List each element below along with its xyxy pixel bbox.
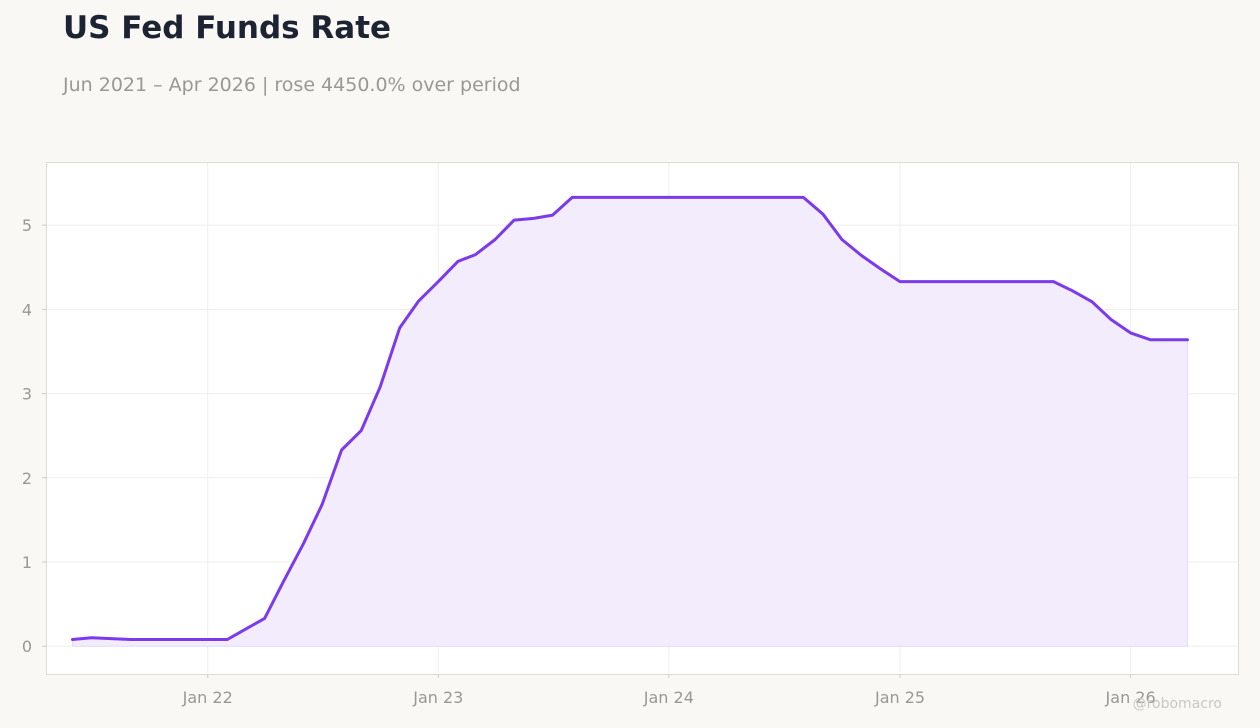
data-point bbox=[918, 280, 921, 283]
data-point bbox=[609, 196, 612, 199]
y-tick-label: 5 bbox=[22, 216, 32, 235]
data-point bbox=[512, 218, 516, 222]
data-point bbox=[129, 638, 132, 641]
data-point bbox=[1129, 331, 1132, 335]
data-point bbox=[474, 253, 477, 256]
data-point bbox=[1013, 280, 1016, 283]
data-point bbox=[782, 196, 785, 199]
data-point bbox=[1090, 300, 1094, 303]
x-tick-label: Jan 25 bbox=[874, 688, 925, 707]
data-point bbox=[821, 213, 825, 216]
data-point bbox=[725, 196, 728, 199]
y-tick-label: 1 bbox=[22, 553, 32, 572]
data-point bbox=[974, 280, 977, 283]
x-tick-label: Jan 24 bbox=[643, 688, 694, 707]
data-point bbox=[282, 580, 285, 583]
data-point bbox=[379, 385, 382, 388]
data-point bbox=[186, 638, 190, 641]
data-point bbox=[571, 196, 574, 199]
chart-title: US Fed Funds Rate bbox=[63, 10, 392, 46]
data-point bbox=[936, 280, 939, 283]
data-point bbox=[532, 217, 535, 220]
y-tick-label: 3 bbox=[22, 385, 32, 404]
data-point bbox=[226, 638, 229, 641]
data-point bbox=[398, 326, 401, 330]
data-point bbox=[206, 638, 209, 641]
data-point bbox=[898, 280, 902, 283]
data-point bbox=[955, 280, 959, 283]
data-point bbox=[340, 448, 343, 452]
data-point bbox=[456, 260, 460, 263]
data-point bbox=[687, 196, 690, 199]
data-point bbox=[705, 196, 708, 199]
data-point bbox=[840, 238, 844, 241]
data-point bbox=[802, 196, 805, 199]
data-point bbox=[879, 267, 882, 271]
data-point bbox=[648, 196, 651, 199]
y-axis-tick-labels: 0 1 2 3 4 5 bbox=[22, 216, 32, 656]
data-point bbox=[1052, 280, 1055, 283]
data-point bbox=[1071, 289, 1074, 292]
data-point bbox=[148, 638, 151, 641]
x-tick-label: Jan 26 bbox=[1105, 688, 1156, 707]
data-point bbox=[320, 503, 324, 506]
area-layer bbox=[71, 195, 1189, 647]
data-point bbox=[1109, 318, 1113, 321]
y-tick-label: 2 bbox=[22, 469, 32, 488]
data-point bbox=[744, 196, 747, 199]
data-point bbox=[493, 238, 497, 241]
data-point bbox=[667, 196, 670, 199]
watermark: @robomacro bbox=[1132, 696, 1222, 712]
x-tick-label: Jan 22 bbox=[182, 688, 233, 707]
data-point bbox=[417, 299, 420, 303]
chart-subtitle: Jun 2021 – Apr 2026 | rose 4450.0% over … bbox=[63, 74, 521, 96]
data-point bbox=[168, 638, 171, 641]
data-point bbox=[763, 196, 767, 199]
x-tick-label: Jan 23 bbox=[412, 688, 463, 707]
data-point bbox=[629, 196, 632, 199]
data-point bbox=[1032, 280, 1036, 283]
data-point bbox=[90, 636, 93, 639]
data-point bbox=[994, 280, 997, 283]
data-point bbox=[1166, 338, 1170, 341]
data-point bbox=[360, 429, 363, 432]
y-tick-label: 4 bbox=[22, 300, 32, 319]
data-point bbox=[1186, 338, 1189, 341]
y-tick-label: 0 bbox=[22, 637, 32, 656]
data-point bbox=[437, 280, 440, 283]
data-point bbox=[551, 213, 554, 217]
data-point bbox=[301, 543, 305, 546]
data-point bbox=[71, 638, 74, 641]
x-axis-tick-labels: Jan 22 Jan 23 Jan 24 Jan 25 Jan 26 bbox=[182, 688, 1156, 707]
data-point bbox=[590, 196, 593, 199]
data-point bbox=[263, 617, 266, 620]
data-point bbox=[1149, 338, 1152, 341]
data-point bbox=[860, 254, 863, 257]
